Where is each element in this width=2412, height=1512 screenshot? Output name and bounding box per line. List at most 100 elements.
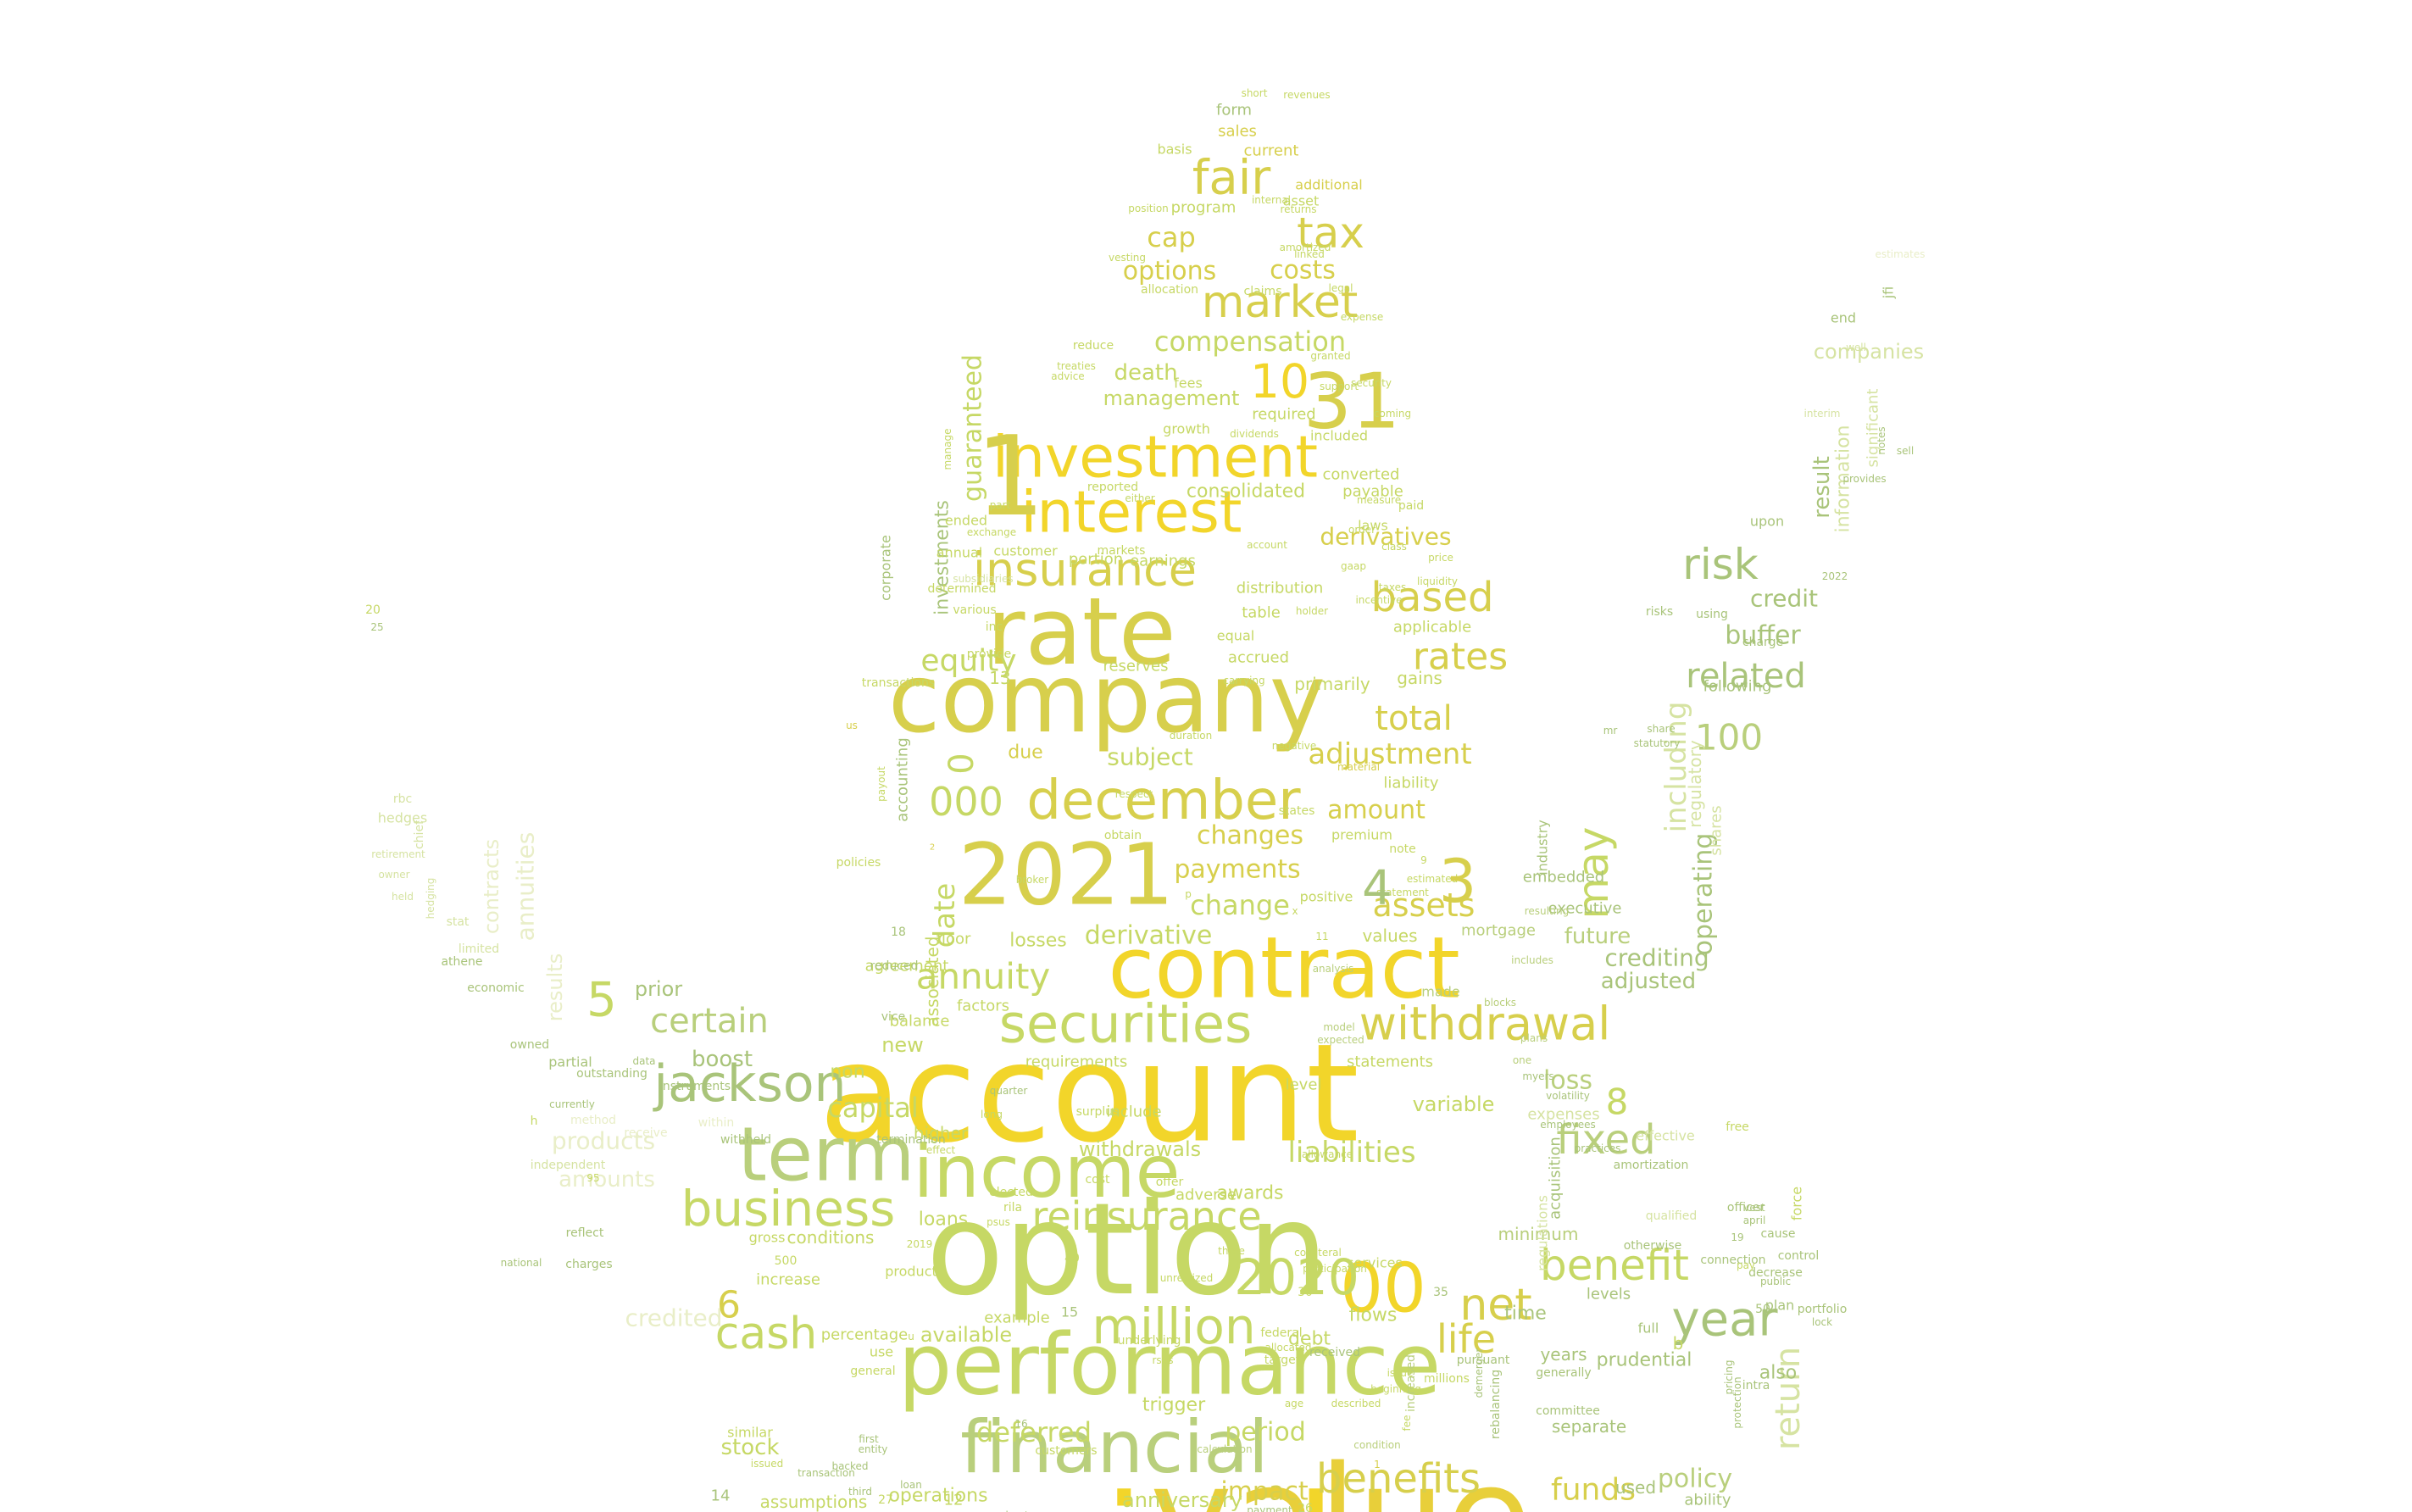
word-sales: sales [1218, 123, 1257, 141]
word-security: security [1351, 377, 1392, 389]
word-laws: laws [1358, 518, 1388, 534]
word-debt: debt [1288, 1329, 1331, 1350]
word-national: national [501, 1257, 542, 1269]
word-additional: additional [1295, 177, 1362, 193]
word-business: business [681, 1180, 896, 1237]
word-assets: assets [1373, 887, 1476, 924]
word-beginning: beginning [1370, 1383, 1421, 1395]
word-one: one [1513, 1054, 1531, 1066]
word-limited: limited [459, 942, 499, 956]
word-12: 12 [944, 1492, 964, 1509]
word-obtain: obtain [1104, 829, 1142, 842]
word-asset: asset [1283, 193, 1320, 209]
word-employees: employees [1540, 1119, 1595, 1131]
word-variable: variable [1413, 1092, 1495, 1116]
word-p: p [1185, 888, 1192, 900]
word-acquisition: acquisition [1547, 1137, 1564, 1220]
word-anniversary: anniversary [1122, 1488, 1242, 1512]
word-level: level [1286, 1076, 1322, 1094]
word-included: included [1310, 428, 1368, 444]
word-portfolio: portfolio [1798, 1303, 1848, 1316]
word-quarter: quarter [990, 1085, 1028, 1097]
word-applicable: applicable [1393, 619, 1471, 636]
word-value: value [1150, 1436, 1532, 1512]
word-products: products [552, 1127, 655, 1155]
word-granted: granted [1310, 350, 1350, 362]
word-pursuant: pursuant [1457, 1354, 1510, 1367]
word-services: services [1347, 1255, 1403, 1271]
word-inc: inc [986, 620, 1003, 634]
word-pricing: pricing [1723, 1359, 1735, 1394]
word-effective: effective [1636, 1128, 1695, 1144]
word-4: 4 [1362, 861, 1392, 916]
word-millions: millions [1424, 1372, 1470, 1386]
word-non: non [830, 1062, 864, 1083]
word-rsus: rsus [1152, 1354, 1173, 1366]
word-position: position [1128, 203, 1169, 214]
word-full: full [1638, 1320, 1659, 1337]
word-termination: termination [876, 1133, 945, 1147]
word-term: term [738, 1111, 915, 1198]
word-options: options [1123, 257, 1217, 286]
word-hedges: hedges [378, 810, 427, 826]
word-annuity: annuity [916, 956, 1051, 998]
word-offer: offer [1156, 1176, 1184, 1189]
word-estimated: estimated [1407, 873, 1458, 885]
word-liabilities: liabilities [1287, 1136, 1415, 1170]
word-accounting: accounting [894, 737, 912, 822]
word-withdrawal: withdrawal [1359, 998, 1610, 1051]
word-charge: charge [1742, 636, 1783, 649]
word-allocated: allocated [1264, 1342, 1311, 1354]
word-market: market [1202, 277, 1359, 328]
word-shares: shares [1708, 805, 1726, 855]
word-transaction: transaction [798, 1467, 855, 1479]
word-credited: credited [625, 1304, 722, 1332]
word-vice: vice [881, 1010, 906, 1024]
word-years: years [1540, 1344, 1587, 1365]
word-hedging: hedging [425, 878, 436, 920]
word-prudential: prudential [1597, 1350, 1692, 1371]
word-100: 100 [1695, 717, 1763, 759]
word-various: various [953, 603, 996, 617]
word-claims: claims [1244, 285, 1282, 298]
word-results: results [543, 953, 567, 1021]
word-19: 19 [1731, 1231, 1743, 1243]
word-industry: industry [1535, 820, 1551, 876]
word-gains: gains [1397, 668, 1442, 688]
word-program: program [1171, 199, 1237, 217]
word-primarily: primarily [1294, 674, 1370, 694]
word-policies: policies [836, 856, 881, 870]
word-december: december [1026, 770, 1301, 832]
word-time: time [1504, 1304, 1547, 1325]
word-corporate: corporate [878, 535, 894, 601]
word-assumptions: assumptions [760, 1492, 868, 1512]
word-positive: positive [1300, 889, 1353, 905]
word-conditions: conditions [787, 1227, 875, 1248]
word-provide: provide [967, 648, 1012, 661]
word-00: 00 [1340, 1249, 1426, 1328]
word-awards: awards [1216, 1183, 1283, 1204]
word-well: well [1846, 342, 1866, 353]
word-three: three [1218, 1245, 1245, 1257]
word-duration: duration [1170, 730, 1213, 742]
word-mr: mr [1603, 725, 1618, 737]
word-intra: intra [1742, 1379, 1770, 1392]
word-also: also [1759, 1363, 1798, 1384]
word-95: 95 [586, 1172, 599, 1184]
word-fee: fee [1401, 1415, 1413, 1431]
word-40: 40 [1064, 1252, 1080, 1265]
word-liability: liability [1383, 775, 1439, 792]
word-flows: flows [1349, 1305, 1398, 1326]
word-connection: connection [1700, 1254, 1765, 1267]
word-new: new [881, 1033, 924, 1057]
word-total: total [1375, 699, 1452, 738]
word-regulatory: regulatory [1685, 740, 1705, 828]
word-officer: officer [1727, 1201, 1765, 1215]
word-withheld: withheld [720, 1133, 771, 1147]
word-index: index [1103, 1464, 1516, 1512]
word-sell: sell [1897, 445, 1914, 457]
word-future: future [1564, 924, 1631, 949]
word-analysis: analysis [1313, 963, 1354, 975]
word-fees: fees [1174, 375, 1203, 392]
